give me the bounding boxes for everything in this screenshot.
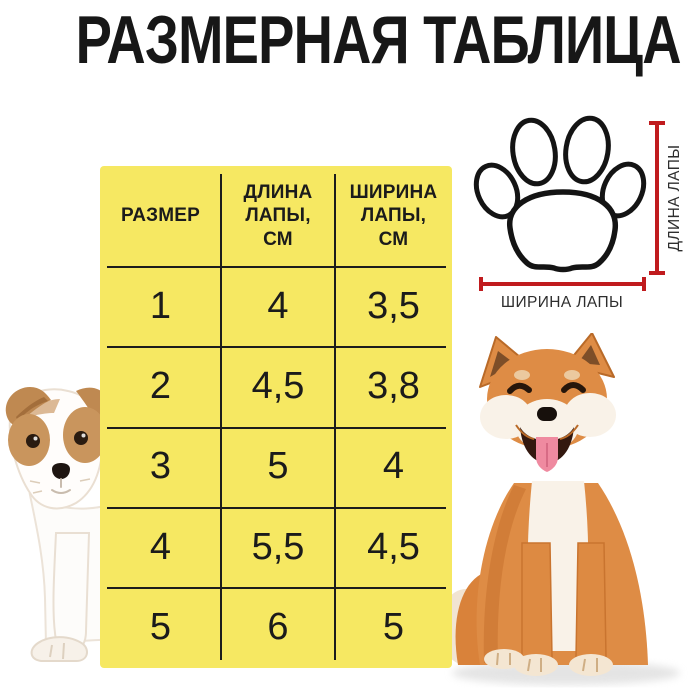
paw-measure-diagram: ДЛИНА ЛАПЫ ШИРИНА ЛАПЫ (473, 115, 683, 311)
table-divider (107, 427, 446, 429)
col-header-size: РАЗМЕР (121, 205, 200, 227)
table-cell: 3 (149, 445, 172, 488)
table-cell: 2 (149, 365, 172, 408)
table-divider (107, 507, 446, 509)
table-cell: 4 (149, 525, 172, 568)
table-divider (107, 587, 446, 589)
table-divider (220, 174, 222, 660)
page-title: РАЗМЕРНАЯ ТАБЛИЦА (0, 6, 700, 74)
paw-width-label: ШИРИНА ЛАПЫ (501, 294, 623, 311)
table-cell: 4 (382, 445, 405, 488)
col-header-paw-width: ШИРИНА ЛАПЫ, СМ (349, 182, 438, 250)
table-cell: 5 (267, 445, 289, 488)
col-header-paw-length: ДЛИНА ЛАПЫ, СМ (243, 182, 313, 250)
table-cell: 6 (267, 606, 289, 649)
paw-print-icon (473, 115, 647, 273)
table-cell: 3,8 (367, 365, 420, 408)
table-divider (107, 346, 446, 348)
shiba-inu-photo (440, 333, 680, 685)
table-divider (334, 174, 336, 660)
page-title-text: РАЗМЕРНАЯ ТАБЛИЦА (75, 2, 682, 78)
table-cell: 1 (149, 284, 172, 327)
table-cell: 5,5 (251, 525, 305, 568)
table-cell: 5 (149, 606, 172, 649)
table-cell: 4,5 (367, 525, 420, 568)
length-measure-arrow (649, 121, 665, 275)
table-cell: 4,5 (251, 365, 305, 408)
table-cell: 4 (267, 284, 289, 327)
width-measure-arrow (479, 277, 646, 291)
table-divider (107, 266, 446, 268)
size-table: РАЗМЕР ДЛИНА ЛАПЫ, СМ ШИРИНА ЛАПЫ, СМ 1 … (100, 166, 452, 668)
table-cell: 5 (382, 606, 405, 649)
paw-length-label: ДЛИНА ЛАПЫ (666, 145, 683, 252)
table-cell: 3,5 (367, 284, 420, 327)
